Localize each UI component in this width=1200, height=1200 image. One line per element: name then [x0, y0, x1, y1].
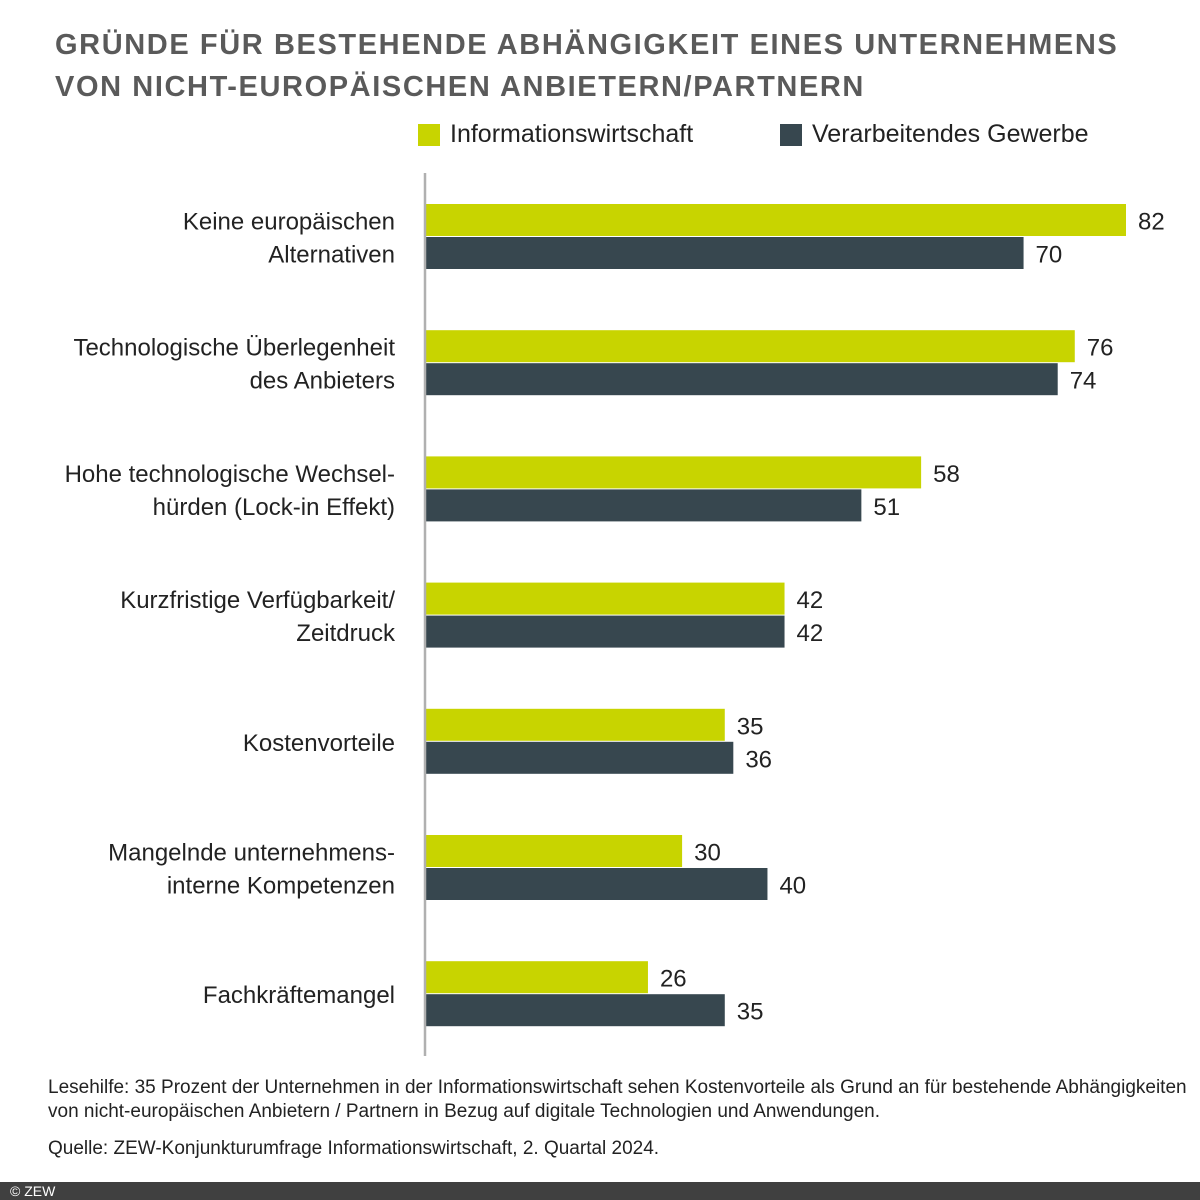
chart-title: GRÜNDE FÜR BESTEHENDE ABHÄNGIGKEIT EINES… — [55, 29, 1119, 103]
category-label: Keine europäischen — [183, 209, 395, 236]
source-note: Quelle: ZEW-Konjunkturumfrage Informatio… — [48, 1138, 660, 1159]
category-label: Fachkräftemangel — [203, 982, 395, 1009]
data-label: 35 — [737, 999, 764, 1026]
data-label: 42 — [797, 587, 824, 614]
legend-label: Verarbeitendes Gewerbe — [812, 120, 1089, 148]
legend-item-verarbeitendes-gewerbe: Verarbeitendes Gewerbe — [780, 120, 1089, 149]
copyright-footer: © ZEW — [0, 1182, 1200, 1200]
data-label: 26 — [660, 966, 687, 993]
category-label: hürden (Lock-in Effekt) — [153, 494, 395, 521]
data-label: 35 — [737, 713, 764, 740]
category-label: Zeitdruck — [296, 620, 396, 647]
reading-aid-note: Lesehilfe: 35 Prozent der Unternehmen in… — [48, 1077, 1187, 1122]
bar-verarbeitendes-gewerbe — [426, 615, 785, 648]
category-label: Kostenvorteile — [243, 730, 395, 757]
bar-verarbeitendes-gewerbe — [426, 237, 1024, 269]
data-label: 76 — [1087, 335, 1114, 362]
data-label: 30 — [694, 840, 721, 867]
bar-informationswirtschaft — [426, 835, 683, 867]
category-label: Kurzfristige Verfügbarkeit/ — [120, 587, 395, 614]
legend-swatch-yellow — [418, 123, 440, 146]
data-label: 74 — [1070, 368, 1097, 395]
bar-verarbeitendes-gewerbe — [426, 741, 734, 774]
data-label: 36 — [745, 746, 772, 773]
bar-verarbeitendes-gewerbe — [426, 363, 1058, 396]
bar-informationswirtschaft — [426, 456, 922, 489]
category-label: Hohe technologische Wechsel- — [65, 461, 395, 488]
legend-label: Informationswirtschaft — [450, 120, 694, 148]
bar-verarbeitendes-gewerbe — [426, 868, 768, 900]
bar-informationswirtschaft — [426, 204, 1126, 236]
category-label: Mangelnde unternehmens- — [108, 840, 395, 867]
bar-informationswirtschaft — [426, 330, 1075, 363]
data-label: 42 — [797, 620, 824, 647]
data-label: 51 — [873, 494, 900, 521]
data-label: 58 — [933, 461, 960, 488]
data-label: 70 — [1036, 242, 1063, 269]
data-label: 82 — [1138, 209, 1165, 236]
category-label: Technologische Überlegenheit — [73, 335, 395, 362]
bar-informationswirtschaft — [426, 708, 725, 741]
category-label: Alternativen — [268, 242, 395, 269]
legend-swatch-dark — [780, 123, 802, 146]
legend-item-informationswirtschaft: Informationswirtschaft — [418, 120, 693, 149]
bar-verarbeitendes-gewerbe — [426, 489, 862, 522]
bar-verarbeitendes-gewerbe — [426, 994, 725, 1027]
category-label: des Anbieters — [250, 368, 395, 395]
data-label: 40 — [779, 873, 806, 900]
bar-informationswirtschaft — [426, 582, 785, 615]
category-label: interne Kompetenzen — [167, 873, 395, 900]
bar-informationswirtschaft — [426, 961, 648, 994]
